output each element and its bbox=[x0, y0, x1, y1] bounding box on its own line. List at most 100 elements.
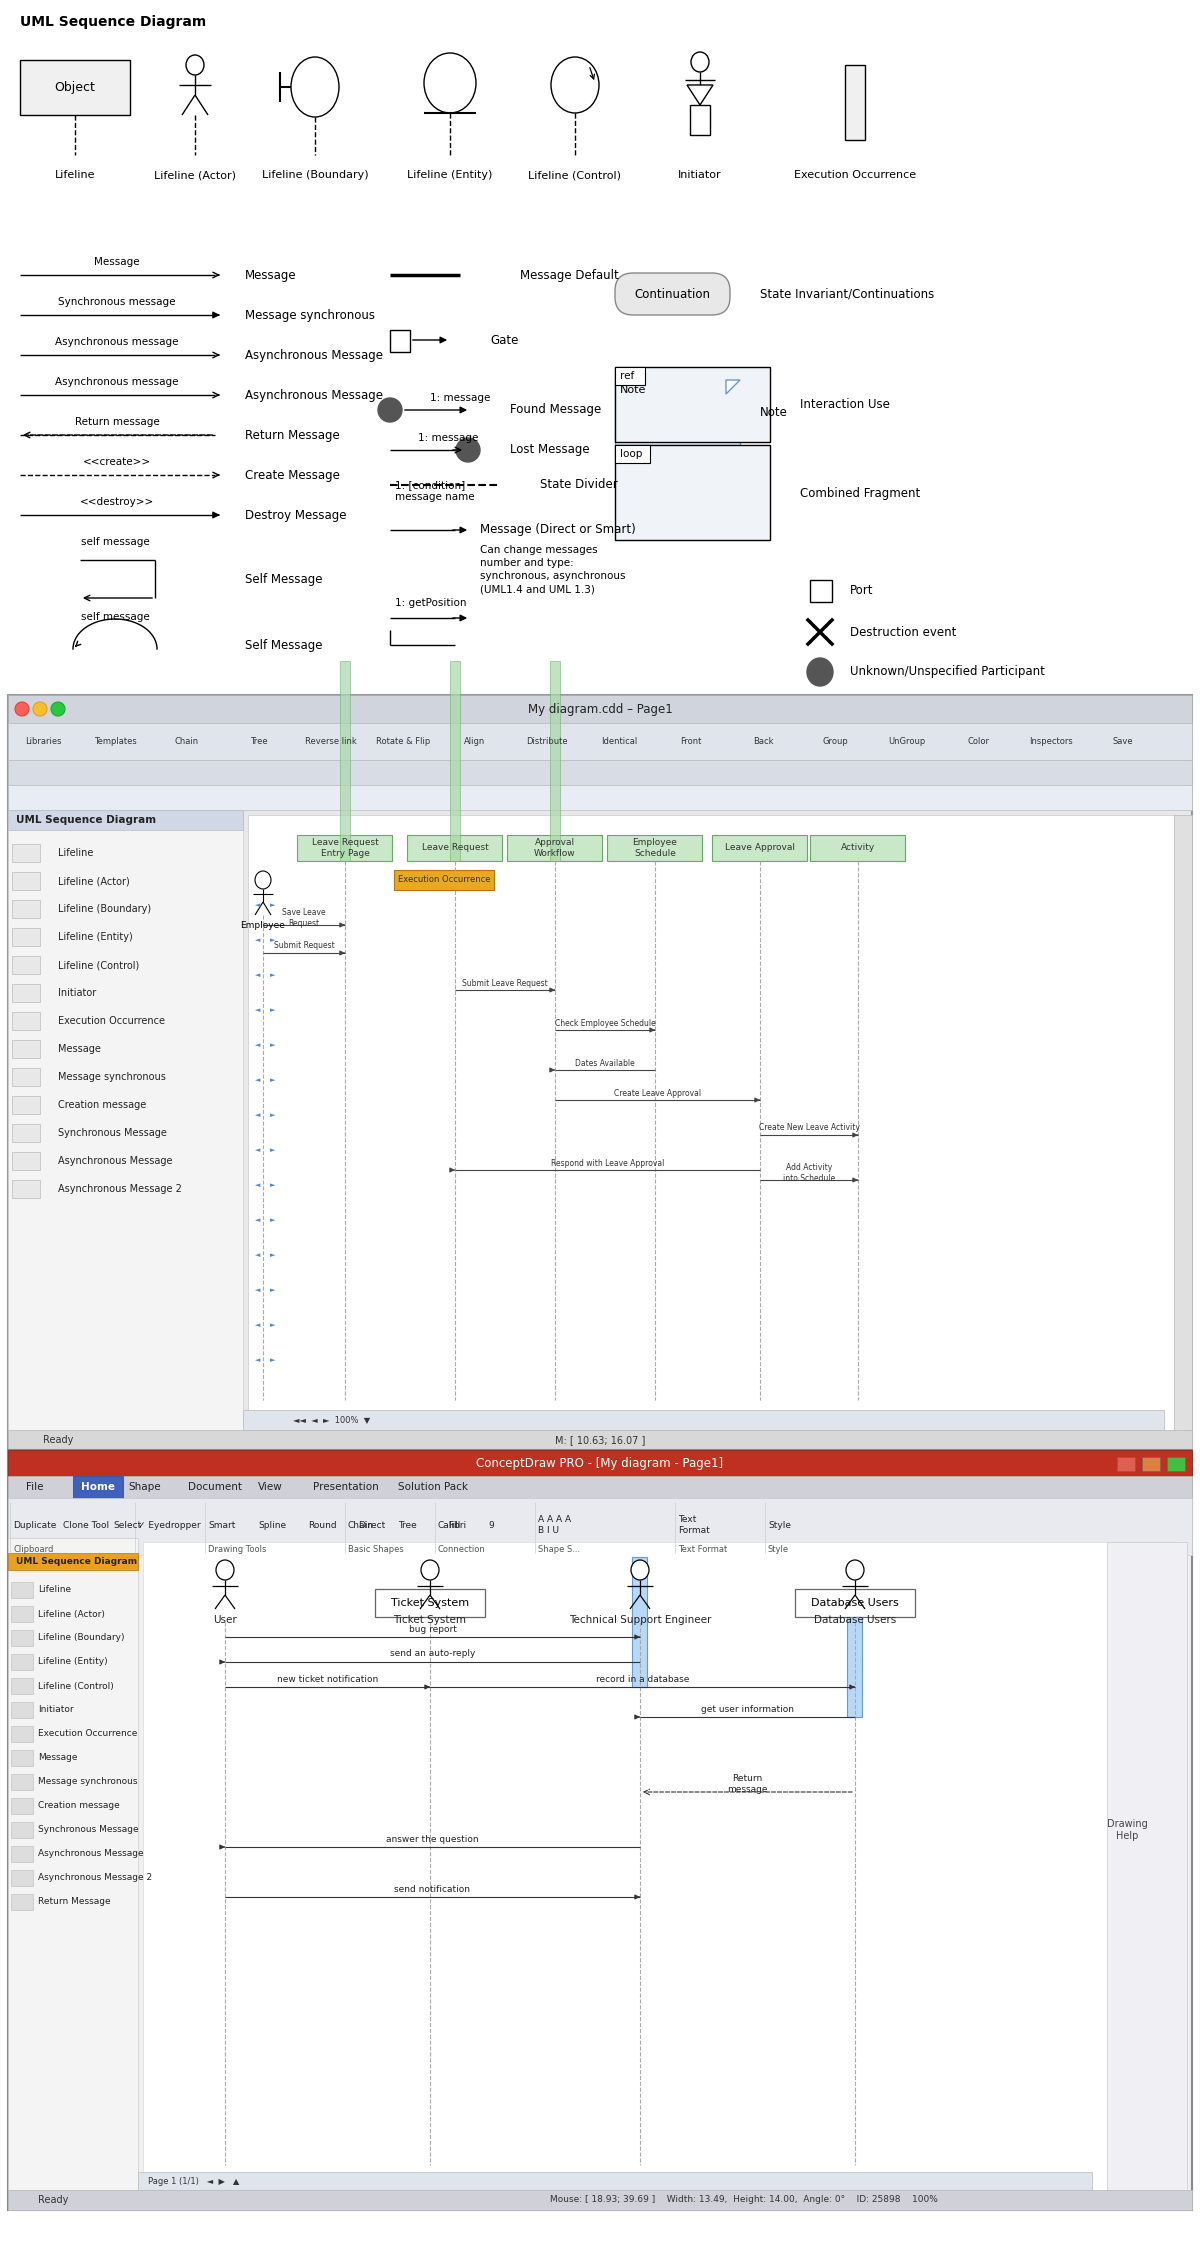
Polygon shape bbox=[686, 86, 713, 106]
Text: ◄: ◄ bbox=[256, 1008, 260, 1012]
Bar bbox=[143, 1541, 1177, 2189]
Text: UML Sequence Diagram: UML Sequence Diagram bbox=[16, 1557, 137, 1566]
Text: bug report: bug report bbox=[408, 1624, 456, 1634]
Text: Execution Occurrence: Execution Occurrence bbox=[58, 1017, 166, 1026]
Text: Respond with Leave Approval: Respond with Leave Approval bbox=[551, 1159, 664, 1168]
Text: Asynchronous Message: Asynchronous Message bbox=[38, 1850, 144, 1858]
Text: Can change messages: Can change messages bbox=[480, 544, 598, 556]
Text: Basic Shapes: Basic Shapes bbox=[348, 1546, 403, 1555]
Text: Asynchronous Message 2: Asynchronous Message 2 bbox=[38, 1874, 152, 1883]
Ellipse shape bbox=[808, 657, 833, 686]
Text: Calibri: Calibri bbox=[438, 1521, 467, 1530]
Text: send an auto-reply: send an auto-reply bbox=[390, 1649, 475, 1658]
Bar bbox=[11, 1582, 34, 1598]
Bar bbox=[11, 1773, 34, 1791]
Text: Message synchronous: Message synchronous bbox=[38, 1778, 138, 1786]
Text: Synchronous Message: Synchronous Message bbox=[58, 1127, 167, 1138]
Bar bbox=[12, 1069, 40, 1087]
Bar bbox=[8, 810, 242, 830]
Text: Ready: Ready bbox=[43, 1436, 73, 1444]
Bar bbox=[8, 760, 1192, 785]
Bar bbox=[616, 446, 650, 463]
Text: Style: Style bbox=[768, 1521, 791, 1530]
Text: 9: 9 bbox=[488, 1521, 493, 1530]
Bar bbox=[1142, 1458, 1160, 1472]
Text: Creation message: Creation message bbox=[38, 1802, 120, 1811]
Text: Note: Note bbox=[760, 405, 788, 418]
Bar bbox=[847, 1618, 862, 1717]
Bar bbox=[11, 1845, 34, 1863]
Text: Asynchronous message: Asynchronous message bbox=[55, 338, 179, 346]
Text: Align: Align bbox=[464, 738, 486, 747]
Text: Add Activity
into Schedule: Add Activity into Schedule bbox=[782, 1163, 835, 1184]
Bar bbox=[12, 1040, 40, 1058]
Text: Mouse: [ 18.93; 39.69 ]    Width: 13.49,  Height: 14.00,  Angle: 0°    ID: 25898: Mouse: [ 18.93; 39.69 ] Width: 13.49, He… bbox=[550, 2196, 938, 2205]
Text: Leave Request: Leave Request bbox=[421, 844, 488, 853]
Text: Destruction event: Destruction event bbox=[850, 626, 956, 639]
Ellipse shape bbox=[456, 439, 480, 461]
Text: ◄: ◄ bbox=[256, 1078, 260, 1082]
Bar bbox=[11, 1823, 34, 1838]
Bar bbox=[390, 331, 410, 351]
Text: Asynchronous Message: Asynchronous Message bbox=[245, 349, 383, 362]
Text: send notification: send notification bbox=[395, 1886, 470, 1894]
Bar bbox=[810, 580, 832, 603]
Text: Initiator: Initiator bbox=[678, 171, 722, 180]
Text: Connection: Connection bbox=[438, 1546, 486, 1555]
Bar bbox=[8, 785, 1192, 810]
Text: Document: Document bbox=[188, 1483, 242, 1492]
Text: ◄◄  ◄  ►  100%  ▼: ◄◄ ◄ ► 100% ▼ bbox=[293, 1415, 371, 1424]
Text: Found Message: Found Message bbox=[510, 403, 601, 416]
Text: State Divider: State Divider bbox=[540, 479, 618, 490]
Bar bbox=[616, 380, 740, 446]
Bar bbox=[11, 1726, 34, 1742]
Text: (UML1.4 and UML 1.3): (UML1.4 and UML 1.3) bbox=[480, 585, 595, 594]
Text: Synchronous Message: Synchronous Message bbox=[38, 1825, 139, 1834]
Ellipse shape bbox=[186, 54, 204, 74]
Text: Activity: Activity bbox=[841, 844, 875, 853]
Text: Drawing
Help: Drawing Help bbox=[1106, 1820, 1147, 1840]
Text: Lifeline: Lifeline bbox=[58, 848, 94, 857]
Bar bbox=[845, 65, 865, 140]
Bar bbox=[1166, 1458, 1186, 1472]
Text: Message: Message bbox=[38, 1753, 78, 1762]
Text: Rotate & Flip: Rotate & Flip bbox=[376, 738, 430, 747]
Text: Return message: Return message bbox=[74, 416, 160, 428]
Bar bbox=[8, 1449, 1192, 2210]
Text: Execution Occurrence: Execution Occurrence bbox=[794, 171, 916, 180]
Text: Employee: Employee bbox=[240, 920, 286, 929]
Text: ◄: ◄ bbox=[256, 1287, 260, 1294]
Text: loop: loop bbox=[620, 450, 642, 459]
Text: Spline: Spline bbox=[258, 1521, 286, 1530]
Text: <<create>>: <<create>> bbox=[83, 457, 151, 468]
Text: Tree: Tree bbox=[398, 1521, 416, 1530]
Text: UML Sequence Diagram: UML Sequence Diagram bbox=[20, 16, 206, 29]
Text: Create Message: Create Message bbox=[245, 468, 340, 482]
Text: Employee
Schedule: Employee Schedule bbox=[632, 839, 678, 857]
Text: ►: ► bbox=[270, 936, 276, 943]
Text: Message Default: Message Default bbox=[520, 268, 619, 281]
Bar bbox=[11, 1750, 34, 1766]
Ellipse shape bbox=[846, 1559, 864, 1579]
Text: Style: Style bbox=[768, 1546, 790, 1555]
Text: ►: ► bbox=[270, 1181, 276, 1188]
Bar bbox=[8, 695, 1192, 1449]
Text: Asynchronous Message 2: Asynchronous Message 2 bbox=[58, 1184, 182, 1195]
Text: Execution Occurrence: Execution Occurrence bbox=[38, 1730, 137, 1739]
Text: Gate: Gate bbox=[490, 333, 518, 346]
Bar bbox=[8, 1539, 138, 2189]
Text: A A A A
B I U: A A A A B I U bbox=[538, 1514, 571, 1534]
Text: Message: Message bbox=[58, 1044, 101, 1053]
Text: Libraries: Libraries bbox=[25, 738, 61, 747]
Text: ◄: ◄ bbox=[256, 1148, 260, 1152]
Text: Fill: Fill bbox=[448, 1521, 461, 1530]
Bar bbox=[616, 367, 646, 385]
Bar bbox=[607, 835, 702, 862]
Text: Tree: Tree bbox=[250, 738, 268, 747]
Text: Lifeline (Entity): Lifeline (Entity) bbox=[407, 171, 493, 180]
Bar bbox=[8, 1552, 138, 1570]
Text: Approval
Workflow: Approval Workflow bbox=[534, 839, 576, 857]
Bar bbox=[8, 695, 1192, 722]
Text: Message (Direct or Smart): Message (Direct or Smart) bbox=[480, 524, 636, 536]
Text: Technical Support Engineer: Technical Support Engineer bbox=[569, 1616, 712, 1624]
